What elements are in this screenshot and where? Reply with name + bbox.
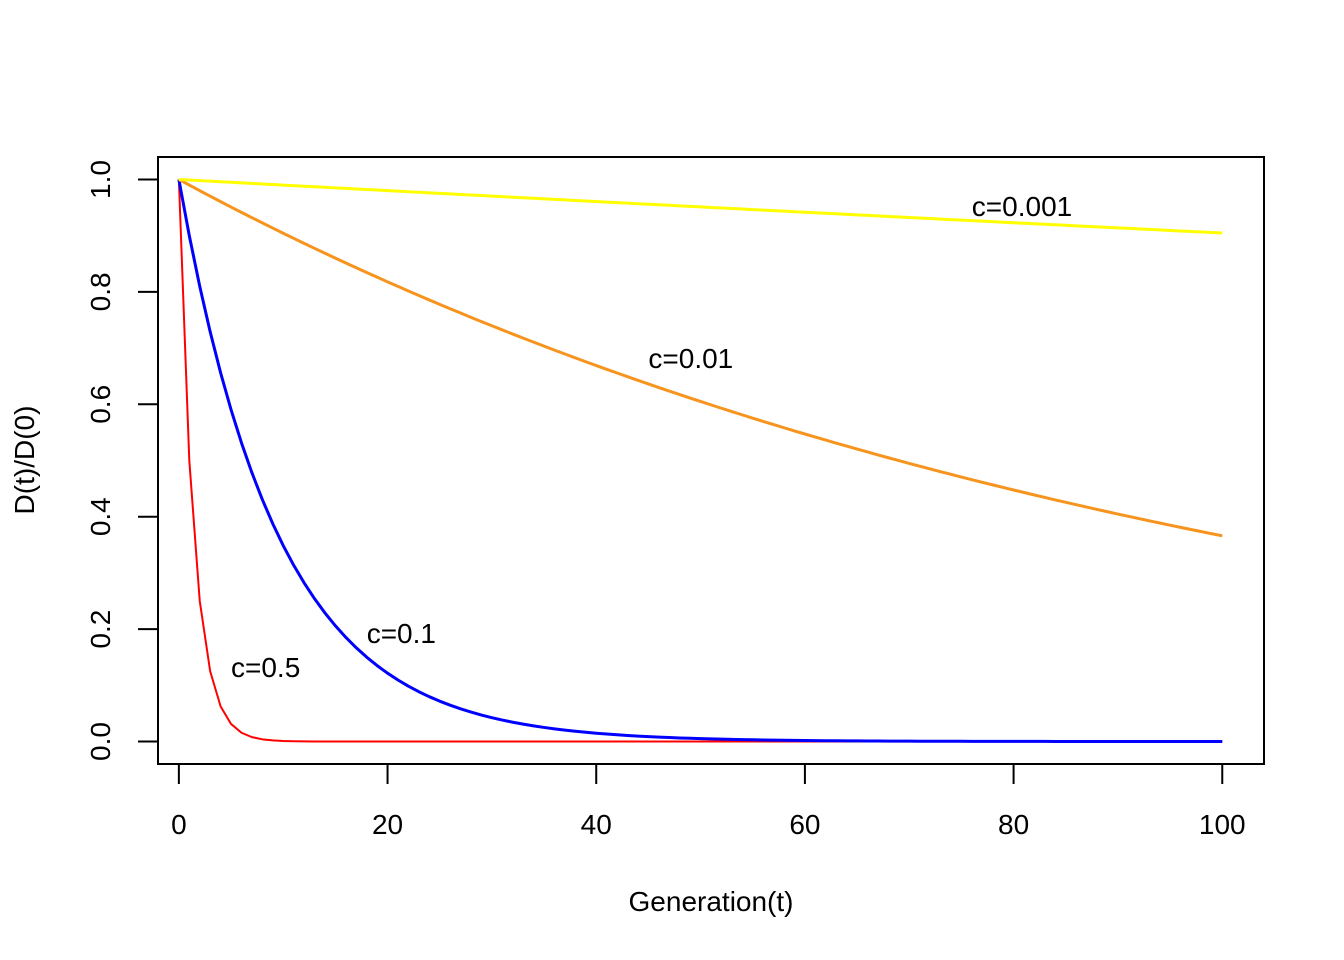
series-label-2: c=0.01: [648, 343, 733, 374]
x-tick-label: 40: [581, 809, 612, 840]
y-tick-label: 1.0: [85, 160, 116, 199]
series-line-0: [177, 179, 1223, 743]
x-tick-label: 0: [171, 809, 187, 840]
axes-layer: 0 20 40 60 80 100 0.0 0.2 0.4 0.6 0.8 1.0: [85, 160, 1246, 840]
series-line-3: [178, 177, 1223, 235]
x-tick-label: 60: [789, 809, 820, 840]
series-line-2: [178, 178, 1223, 538]
y-axis-title: D(t)/D(0): [9, 406, 40, 515]
x-tick-label: 80: [998, 809, 1029, 840]
y-tick-label: 0.6: [85, 385, 116, 424]
y-tick-label: 0.4: [85, 497, 116, 536]
x-axis-title: Generation(t): [629, 886, 794, 917]
y-tick-label: 0.0: [85, 722, 116, 761]
x-tick-label: 20: [372, 809, 403, 840]
series-line-1: [177, 179, 1223, 743]
series-label-0: c=0.5: [231, 652, 300, 683]
y-tick-label: 0.8: [85, 272, 116, 311]
labels-layer: c=0.5 c=0.1 c=0.01 c=0.001: [231, 191, 1072, 683]
plot-frame: [157, 156, 1265, 765]
series-label-3: c=0.001: [972, 191, 1072, 222]
series-label-1: c=0.1: [367, 618, 436, 649]
x-tick-label: 100: [1199, 809, 1246, 840]
series-layer: [177, 177, 1223, 743]
y-tick-label: 0.2: [85, 610, 116, 649]
